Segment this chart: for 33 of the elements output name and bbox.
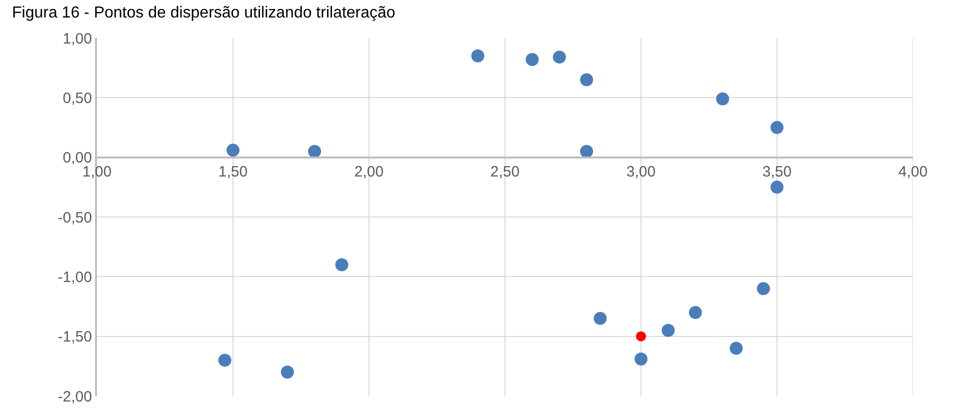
point: [218, 354, 232, 367]
chart-title: Figura 16 - Pontos de dispersão utilizando trilateração: [12, 4, 396, 22]
point: [688, 306, 702, 319]
y-tick-label: -2,00: [58, 388, 92, 406]
x-tick-label: 4,00: [898, 163, 928, 180]
point: [471, 49, 484, 62]
x-tick-label: 2,00: [354, 163, 384, 180]
x-tick-label: 1,50: [218, 163, 248, 180]
point: [716, 92, 730, 106]
x-tick-label: 3,50: [762, 163, 792, 180]
point: [526, 52, 539, 66]
point: [770, 180, 784, 194]
point: [770, 121, 784, 134]
y-tick-label: 0,50: [62, 90, 92, 107]
y-tick-label: -0,50: [58, 209, 92, 226]
point: [634, 352, 648, 366]
x-tick-label: 2,50: [490, 163, 520, 180]
point: [335, 258, 348, 272]
point: [730, 342, 743, 355]
point: [636, 331, 646, 342]
y-tick-label: -1,00: [58, 268, 92, 286]
point: [580, 73, 594, 86]
x-tick-label: 3,00: [626, 163, 656, 180]
point: [580, 144, 594, 158]
point: [226, 144, 240, 157]
point: [662, 324, 675, 337]
point: [756, 282, 770, 296]
point: [308, 144, 322, 158]
y-tick-label: 1,00: [62, 30, 92, 48]
point: [552, 50, 566, 64]
y-tick-label: -1,50: [58, 328, 92, 346]
point: [280, 366, 294, 379]
point: [594, 312, 607, 325]
